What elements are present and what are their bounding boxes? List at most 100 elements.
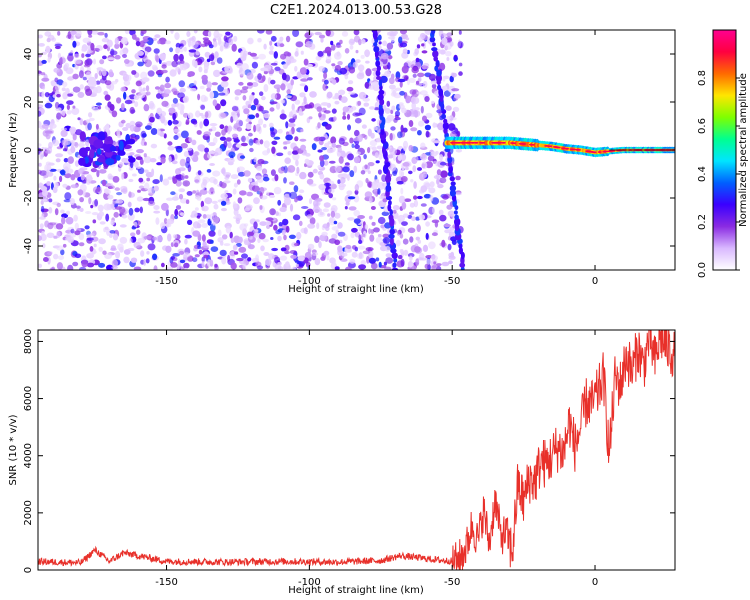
heatmap-cell — [169, 47, 174, 53]
heatmap-cell — [426, 258, 431, 265]
heatmap-cell — [209, 213, 215, 222]
heatmap-cell — [405, 37, 410, 41]
heatmap-cell — [311, 252, 319, 256]
heatmap-cell — [172, 97, 178, 104]
heatmap-cell — [179, 266, 183, 270]
heatmap-cell — [188, 137, 193, 143]
heatmap-cell — [57, 255, 65, 260]
heatmap-cell — [174, 145, 182, 149]
heatmap-cell — [286, 267, 293, 270]
heatmap-cell — [84, 156, 89, 164]
heatmap-cell — [136, 196, 144, 202]
signal-track-cell — [501, 141, 506, 144]
heatmap-cell — [96, 67, 104, 71]
heatmap-cell — [189, 37, 194, 41]
heatmap-cell — [291, 103, 295, 111]
heatmap-cell — [338, 137, 345, 145]
heatmap-cell — [129, 152, 135, 156]
heatmap-cell — [143, 235, 152, 240]
signal-track-cell — [611, 150, 616, 152]
heatmap-cell — [346, 113, 351, 120]
heatmap-cell — [319, 159, 325, 168]
heatmap-cell — [47, 251, 53, 255]
heatmap-cell — [38, 183, 44, 187]
heatmap-cell — [390, 109, 394, 115]
heatmap-cell — [109, 233, 113, 238]
heatmap-cell — [240, 89, 248, 94]
heatmap-cell — [438, 209, 444, 215]
heatmap-cell — [154, 34, 161, 39]
heatmap-cell — [221, 76, 229, 82]
heatmap-cell — [255, 113, 260, 118]
heatmap-cell — [331, 44, 336, 51]
heatmap-cell — [238, 246, 247, 253]
heatmap-cell — [329, 160, 336, 164]
heatmap-cell — [59, 175, 63, 183]
heatmap-cell — [196, 195, 202, 201]
heatmap-cell — [195, 51, 200, 56]
heatmap-cell — [70, 30, 77, 35]
heatmap-cell — [134, 101, 139, 108]
heatmap-cell — [361, 233, 366, 238]
heatmap-cell — [180, 143, 188, 149]
heatmap-cell — [238, 236, 243, 244]
heatmap-cell — [227, 141, 232, 149]
heatmap-cell — [178, 193, 184, 200]
heatmap-cell — [99, 221, 106, 225]
heatmap-cell — [375, 60, 381, 67]
heatmap-cell — [143, 156, 152, 164]
heatmap-cell — [41, 230, 45, 236]
heatmap-cell — [175, 205, 182, 210]
heatmap-cell — [370, 262, 378, 270]
heatmap-cell — [142, 38, 149, 43]
heatmap-cell — [85, 88, 93, 96]
snr-y-axis-label: SNR (10 * v/v) — [8, 414, 19, 485]
heatmap-cell — [349, 258, 356, 264]
heatmap-cell — [162, 178, 170, 186]
heatmap-cell — [42, 86, 46, 90]
heatmap-cell — [289, 250, 297, 254]
heatmap-cell — [230, 262, 237, 270]
heatmap-cell — [295, 41, 304, 48]
heatmap-cell — [198, 66, 203, 73]
heatmap-cell — [283, 177, 287, 184]
heatmap-cell — [78, 168, 83, 175]
heatmap-cell — [320, 37, 324, 43]
heatmap-cell — [61, 139, 69, 147]
heatmap-cell — [232, 133, 238, 138]
heatmap-cell — [41, 146, 46, 153]
heatmap-cell — [382, 40, 388, 47]
heatmap-cell — [283, 165, 288, 174]
heatmap-cell — [432, 50, 439, 58]
heatmap-cell — [123, 256, 130, 264]
heatmap-cell — [191, 40, 199, 49]
heatmap-cell — [385, 257, 394, 264]
heatmap-cell — [307, 223, 316, 229]
heatmap-cell — [357, 134, 363, 143]
signal-track-cell — [498, 141, 503, 144]
heatmap-cell — [293, 242, 300, 247]
heatmap-cell — [257, 73, 262, 80]
heatmap-cell — [327, 77, 333, 81]
heatmap-cell — [257, 37, 262, 43]
signal-track-cell — [561, 147, 566, 150]
heatmap-cell — [444, 229, 452, 234]
heatmap-cell — [38, 34, 43, 39]
heatmap-cell — [399, 42, 408, 48]
heatmap-cell — [90, 168, 97, 173]
heatmap-cell — [322, 83, 328, 91]
heatmap-cell — [121, 157, 128, 163]
heatmap-cell — [38, 143, 42, 147]
heatmap-cell — [41, 77, 50, 82]
heatmap-cell — [290, 254, 297, 259]
heatmap-cell — [295, 159, 299, 167]
heatmap-cell — [135, 121, 143, 128]
heatmap-cell — [131, 89, 136, 94]
heatmap-cell — [195, 110, 201, 118]
heatmap-cell — [250, 52, 257, 57]
heatmap-cell — [206, 58, 211, 63]
heatmap-cell — [212, 38, 217, 42]
heatmap-cell — [354, 184, 359, 192]
heatmap-cell — [412, 73, 417, 78]
heatmap-cell — [219, 124, 225, 130]
